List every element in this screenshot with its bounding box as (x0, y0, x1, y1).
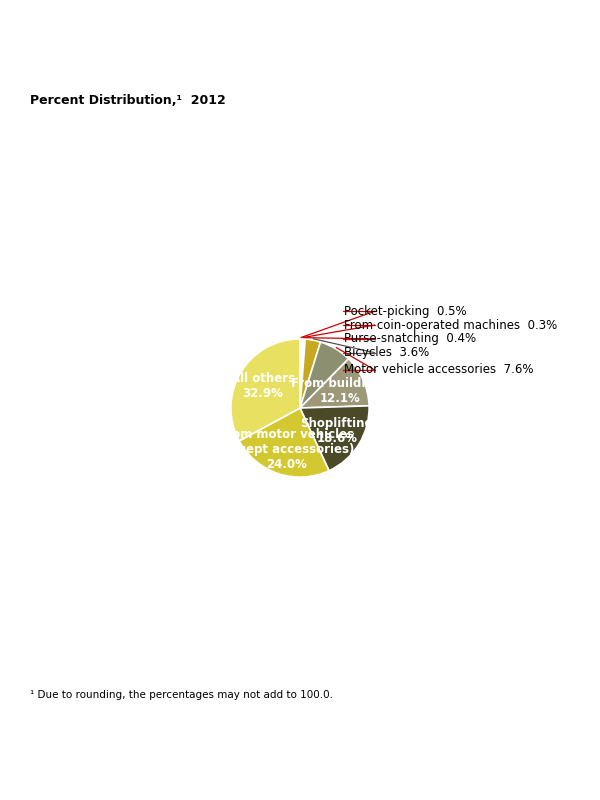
Text: ¹ Due to rounding, the percentages may not add to 100.0.: ¹ Due to rounding, the percentages may n… (30, 690, 333, 699)
Text: Motor vehicle accessories  7.6%: Motor vehicle accessories 7.6% (344, 363, 533, 377)
Text: Larceny-theft Figure: Larceny-theft Figure (37, 62, 198, 76)
Text: Pocket-picking  0.5%: Pocket-picking 0.5% (344, 305, 466, 318)
Wedge shape (300, 339, 305, 408)
Wedge shape (231, 339, 300, 441)
Wedge shape (300, 342, 349, 408)
Wedge shape (300, 339, 320, 408)
Wedge shape (300, 359, 369, 408)
Text: From motor vehicles
(except accessories)
24.0%: From motor vehicles (except accessories)… (218, 428, 355, 471)
Text: All others
32.9%: All others 32.9% (230, 372, 295, 400)
Text: Bicycles  3.6%: Bicycles 3.6% (344, 346, 429, 359)
Text: Percent Distribution,¹  2012: Percent Distribution,¹ 2012 (30, 94, 226, 107)
Wedge shape (300, 406, 369, 470)
Wedge shape (300, 339, 302, 408)
Wedge shape (239, 408, 329, 477)
Text: Purse-snatching  0.4%: Purse-snatching 0.4% (344, 332, 476, 346)
Wedge shape (300, 339, 304, 408)
Text: Shoplifting
18.6%: Shoplifting 18.6% (301, 417, 373, 445)
Text: From coin-operated machines  0.3%: From coin-operated machines 0.3% (344, 318, 557, 331)
Text: From buildings
12.1%: From buildings 12.1% (291, 377, 389, 405)
